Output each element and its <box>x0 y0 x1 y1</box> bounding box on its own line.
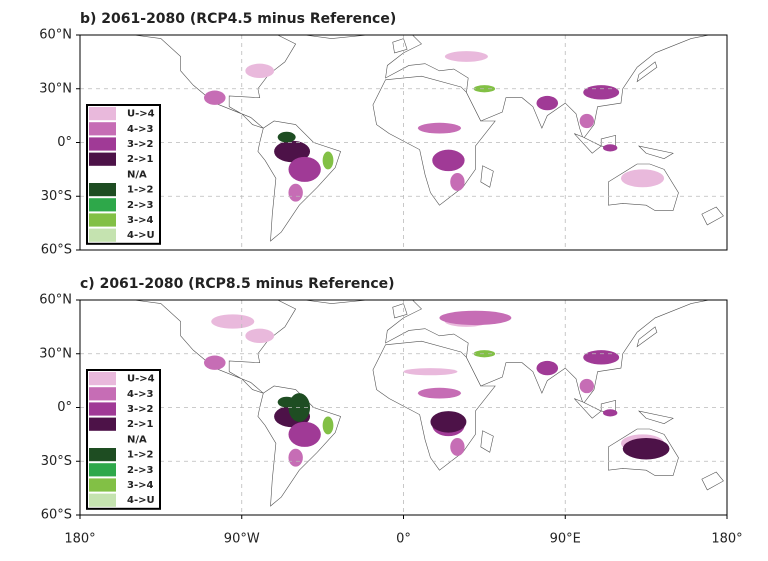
legend-label: N/A <box>127 169 147 180</box>
lat-label: 60°N <box>39 28 72 43</box>
legend-label: 3->4 <box>127 480 153 491</box>
legend-swatch <box>89 213 116 227</box>
legend-label: 3->4 <box>127 215 153 226</box>
legend-swatch <box>89 432 116 446</box>
panel-title: c) 2061-2080 (RCP8.5 minus Reference) <box>80 276 395 292</box>
legend-swatch <box>89 493 116 507</box>
legend-label: 4->3 <box>127 124 153 135</box>
legend-label: 2->3 <box>127 200 153 211</box>
legend-swatch <box>89 478 116 492</box>
lat-label: 30°N <box>39 346 72 361</box>
panel-title: b) 2061-2080 (RCP4.5 minus Reference) <box>80 11 396 27</box>
lat-label: 0° <box>57 400 72 415</box>
legend-label: 1->2 <box>127 185 153 196</box>
legend-swatch <box>89 463 116 477</box>
legend-label: 2->1 <box>127 154 153 165</box>
land <box>101 300 727 507</box>
lat-label: 30°N <box>39 81 72 96</box>
legend-swatch <box>89 448 116 462</box>
land <box>101 35 727 242</box>
map <box>101 300 727 507</box>
lat-label: 30°S <box>41 189 72 204</box>
lon-label: 180° <box>711 532 742 547</box>
legend-swatch <box>89 107 116 121</box>
lat-label: 60°S <box>41 243 72 258</box>
lat-label: 30°S <box>41 454 72 469</box>
map-panel: b) 2061-2080 (RCP4.5 minus Reference) 60°… <box>39 11 728 258</box>
legend-label: 3->2 <box>127 139 153 150</box>
legend-swatch <box>89 402 116 416</box>
lon-label: 90°W <box>224 532 260 547</box>
legend-label: 4->3 <box>127 389 153 400</box>
lon-label: 0° <box>396 532 411 547</box>
legend-label: U->4 <box>127 109 155 120</box>
legend-label: U->4 <box>127 374 155 385</box>
lon-label: 180° <box>64 532 95 547</box>
lat-label: 60°S <box>41 508 72 523</box>
legend-swatch <box>89 167 116 181</box>
legend-label: 4->U <box>127 495 155 506</box>
legend-swatch <box>89 137 116 151</box>
legend-label: 2->3 <box>127 465 153 476</box>
legend-swatch <box>89 228 116 242</box>
map <box>101 35 727 242</box>
map-panel: c) 2061-2080 (RCP8.5 minus Reference) 60°… <box>39 276 728 523</box>
legend-label: 4->U <box>127 230 155 241</box>
lat-label: 60°N <box>39 293 72 308</box>
legend-label: 2->1 <box>127 419 153 430</box>
legend-swatch <box>89 152 116 166</box>
legend-swatch <box>89 387 116 401</box>
legend-label: 1->2 <box>127 450 153 461</box>
legend-label: N/A <box>127 434 147 445</box>
map-panels: b) 2061-2080 (RCP4.5 minus Reference) 60°… <box>39 11 742 547</box>
legend-swatch <box>89 198 116 212</box>
legend-swatch <box>89 122 116 136</box>
legend-label: 3->2 <box>127 404 153 415</box>
legend-swatch <box>89 183 116 197</box>
legend-swatch <box>89 417 116 431</box>
lat-label: 0° <box>57 135 72 150</box>
legend-swatch <box>89 372 116 386</box>
lon-label: 90°E <box>550 532 581 547</box>
